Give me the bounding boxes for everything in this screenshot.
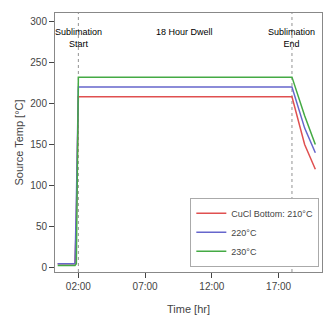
svg-text:100: 100 [30, 180, 47, 191]
svg-text:230°C: 230°C [231, 247, 257, 257]
svg-text:17:00: 17:00 [266, 281, 291, 292]
svg-text:Source Temp [°C]: Source Temp [°C] [13, 99, 25, 185]
svg-text:150: 150 [30, 139, 47, 150]
svg-text:200: 200 [30, 98, 47, 109]
svg-text:Time [hr]: Time [hr] [167, 303, 210, 315]
svg-text:18 Hour Dwell: 18 Hour Dwell [156, 27, 213, 37]
svg-text:50: 50 [36, 221, 48, 232]
svg-text:SublimationStart: SublimationStart [55, 27, 102, 49]
svg-text:02:00: 02:00 [66, 281, 91, 292]
svg-text:220°C: 220°C [231, 228, 257, 238]
svg-text:12:00: 12:00 [199, 281, 224, 292]
svg-text:0: 0 [41, 262, 47, 273]
svg-text:CuCl Bottom: 210°C: CuCl Bottom: 210°C [231, 209, 313, 219]
svg-text:07:00: 07:00 [133, 281, 158, 292]
svg-text:250: 250 [30, 57, 47, 68]
svg-text:300: 300 [30, 16, 47, 27]
svg-text:SublimationEnd: SublimationEnd [268, 27, 315, 49]
